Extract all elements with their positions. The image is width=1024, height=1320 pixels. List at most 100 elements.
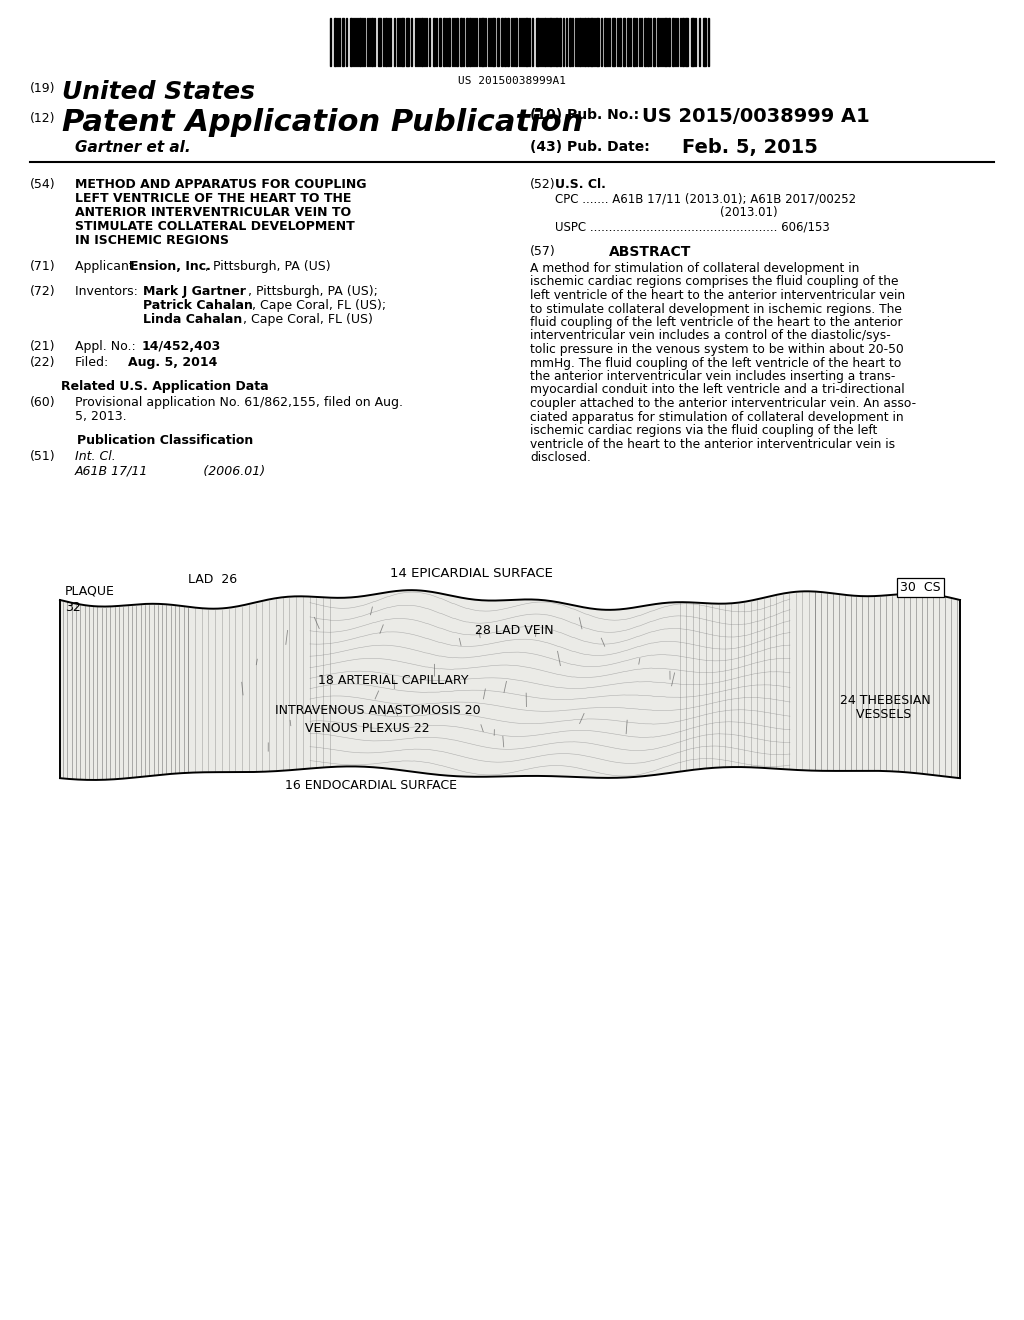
Bar bbox=[555, 18, 558, 66]
Bar bbox=[385, 18, 387, 66]
Bar bbox=[691, 18, 694, 66]
Text: CPC ....... A61B 17/11 (2013.01); A61B 2017/00252: CPC ....... A61B 17/11 (2013.01); A61B 2… bbox=[555, 191, 856, 205]
Text: 16 ENDOCARDIAL SURFACE: 16 ENDOCARDIAL SURFACE bbox=[285, 779, 457, 792]
Text: LEFT VENTRICLE OF THE HEART TO THE: LEFT VENTRICLE OF THE HEART TO THE bbox=[75, 191, 351, 205]
Text: ANTERIOR INTERVENTRICULAR VEIN TO: ANTERIOR INTERVENTRICULAR VEIN TO bbox=[75, 206, 351, 219]
Text: VENOUS PLEXUS 22: VENOUS PLEXUS 22 bbox=[305, 722, 430, 734]
Text: Applicant:: Applicant: bbox=[75, 260, 142, 273]
Bar bbox=[525, 18, 528, 66]
Bar bbox=[492, 18, 495, 66]
Text: STIMULATE COLLATERAL DEVELOPMENT: STIMULATE COLLATERAL DEVELOPMENT bbox=[75, 220, 354, 234]
Bar bbox=[371, 18, 373, 66]
Text: tolic pressure in the venous system to be within about 20-50: tolic pressure in the venous system to b… bbox=[530, 343, 904, 356]
Text: ventricle of the heart to the anterior interventricular vein is: ventricle of the heart to the anterior i… bbox=[530, 437, 895, 450]
Bar bbox=[433, 18, 435, 66]
Text: Mark J Gartner: Mark J Gartner bbox=[143, 285, 246, 298]
Text: 14/452,403: 14/452,403 bbox=[142, 341, 221, 352]
Text: INTRAVENOUS ANASTOMOSIS 20: INTRAVENOUS ANASTOMOSIS 20 bbox=[275, 704, 480, 717]
Bar bbox=[439, 18, 441, 66]
Bar bbox=[481, 18, 484, 66]
Bar bbox=[342, 18, 344, 66]
Text: , Cape Coral, FL (US): , Cape Coral, FL (US) bbox=[243, 313, 373, 326]
Text: (19): (19) bbox=[30, 82, 55, 95]
Bar bbox=[685, 18, 688, 66]
Text: mmHg. The fluid coupling of the left ventricle of the heart to: mmHg. The fluid coupling of the left ven… bbox=[530, 356, 901, 370]
Text: LAD  26: LAD 26 bbox=[188, 573, 238, 586]
Text: Provisional application No. 61/862,155, filed on Aug.: Provisional application No. 61/862,155, … bbox=[75, 396, 403, 409]
Text: (71): (71) bbox=[30, 260, 55, 273]
Text: to stimulate collateral development in ischemic regions. The: to stimulate collateral development in i… bbox=[530, 302, 902, 315]
Bar bbox=[334, 18, 336, 66]
Bar bbox=[633, 18, 635, 66]
Text: (22): (22) bbox=[30, 356, 55, 370]
Text: PLAQUE: PLAQUE bbox=[65, 585, 115, 598]
Bar bbox=[469, 18, 471, 66]
Bar bbox=[504, 18, 506, 66]
Text: VESSELS: VESSELS bbox=[840, 709, 911, 722]
Text: US 2015/0038999 A1: US 2015/0038999 A1 bbox=[642, 107, 869, 125]
Text: 28 LAD VEIN: 28 LAD VEIN bbox=[475, 623, 554, 636]
Text: Appl. No.:: Appl. No.: bbox=[75, 341, 143, 352]
Bar bbox=[544, 18, 546, 66]
Bar bbox=[612, 18, 615, 66]
Text: 14 EPICARDIAL SURFACE: 14 EPICARDIAL SURFACE bbox=[390, 568, 553, 579]
Text: USPC .................................................. 606/153: USPC ...................................… bbox=[555, 220, 829, 234]
Text: 5, 2013.: 5, 2013. bbox=[75, 411, 127, 422]
Text: 32: 32 bbox=[65, 601, 81, 614]
Text: , Pittsburgh, PA (US): , Pittsburgh, PA (US) bbox=[205, 260, 331, 273]
Bar bbox=[466, 18, 468, 66]
Bar bbox=[350, 18, 352, 66]
Text: United States: United States bbox=[62, 81, 255, 104]
Text: interventricular vein includes a control of the diastolic/sys-: interventricular vein includes a control… bbox=[530, 330, 891, 342]
Bar bbox=[569, 18, 571, 66]
Text: Publication Classification: Publication Classification bbox=[77, 434, 253, 447]
Text: (57): (57) bbox=[530, 246, 556, 257]
Bar bbox=[668, 18, 670, 66]
Text: A61B 17/11              (2006.01): A61B 17/11 (2006.01) bbox=[75, 465, 266, 477]
Text: (21): (21) bbox=[30, 341, 55, 352]
Bar bbox=[664, 18, 667, 66]
Bar bbox=[497, 18, 499, 66]
Text: myocardial conduit into the left ventricle and a tri-directional: myocardial conduit into the left ventric… bbox=[530, 384, 904, 396]
Bar bbox=[604, 18, 606, 66]
Text: , Pittsburgh, PA (US);: , Pittsburgh, PA (US); bbox=[248, 285, 378, 298]
Text: Feb. 5, 2015: Feb. 5, 2015 bbox=[682, 139, 818, 157]
Bar bbox=[421, 18, 423, 66]
Text: coupler attached to the anterior interventricular vein. An asso-: coupler attached to the anterior interve… bbox=[530, 397, 916, 411]
Bar bbox=[549, 18, 552, 66]
Text: 18 ARTERIAL CAPILLARY: 18 ARTERIAL CAPILLARY bbox=[318, 673, 469, 686]
Text: (60): (60) bbox=[30, 396, 55, 409]
Bar bbox=[703, 18, 706, 66]
Text: (54): (54) bbox=[30, 178, 55, 191]
Bar bbox=[590, 18, 593, 66]
Text: left ventricle of the heart to the anterior interventricular vein: left ventricle of the heart to the anter… bbox=[530, 289, 905, 302]
Bar bbox=[456, 18, 458, 66]
Polygon shape bbox=[60, 590, 961, 780]
Bar bbox=[359, 18, 361, 66]
Text: Linda Cahalan: Linda Cahalan bbox=[143, 313, 243, 326]
Bar bbox=[449, 18, 450, 66]
Text: Inventors:: Inventors: bbox=[75, 285, 142, 298]
Text: (2013.01): (2013.01) bbox=[720, 206, 777, 219]
Bar bbox=[653, 18, 655, 66]
Text: Int. Cl.: Int. Cl. bbox=[75, 450, 116, 463]
Text: Aug. 5, 2014: Aug. 5, 2014 bbox=[128, 356, 217, 370]
Text: 24 THEBESIAN: 24 THEBESIAN bbox=[840, 693, 931, 706]
Bar bbox=[647, 18, 649, 66]
Text: U.S. Cl.: U.S. Cl. bbox=[555, 178, 606, 191]
Bar bbox=[443, 18, 445, 66]
Text: IN ISCHEMIC REGIONS: IN ISCHEMIC REGIONS bbox=[75, 234, 229, 247]
Text: disclosed.: disclosed. bbox=[530, 451, 591, 465]
Text: (12): (12) bbox=[30, 112, 55, 125]
Text: (43) Pub. Date:: (43) Pub. Date: bbox=[530, 140, 650, 154]
Bar bbox=[596, 18, 599, 66]
Bar bbox=[460, 18, 462, 66]
Bar bbox=[507, 18, 509, 66]
Text: the anterior interventricular vein includes inserting a trans-: the anterior interventricular vein inclu… bbox=[530, 370, 895, 383]
Text: Ension, Inc.: Ension, Inc. bbox=[130, 260, 211, 273]
Bar bbox=[672, 18, 674, 66]
Bar bbox=[579, 18, 581, 66]
Bar bbox=[623, 18, 625, 66]
Bar bbox=[627, 18, 629, 66]
Text: (52): (52) bbox=[530, 178, 556, 191]
